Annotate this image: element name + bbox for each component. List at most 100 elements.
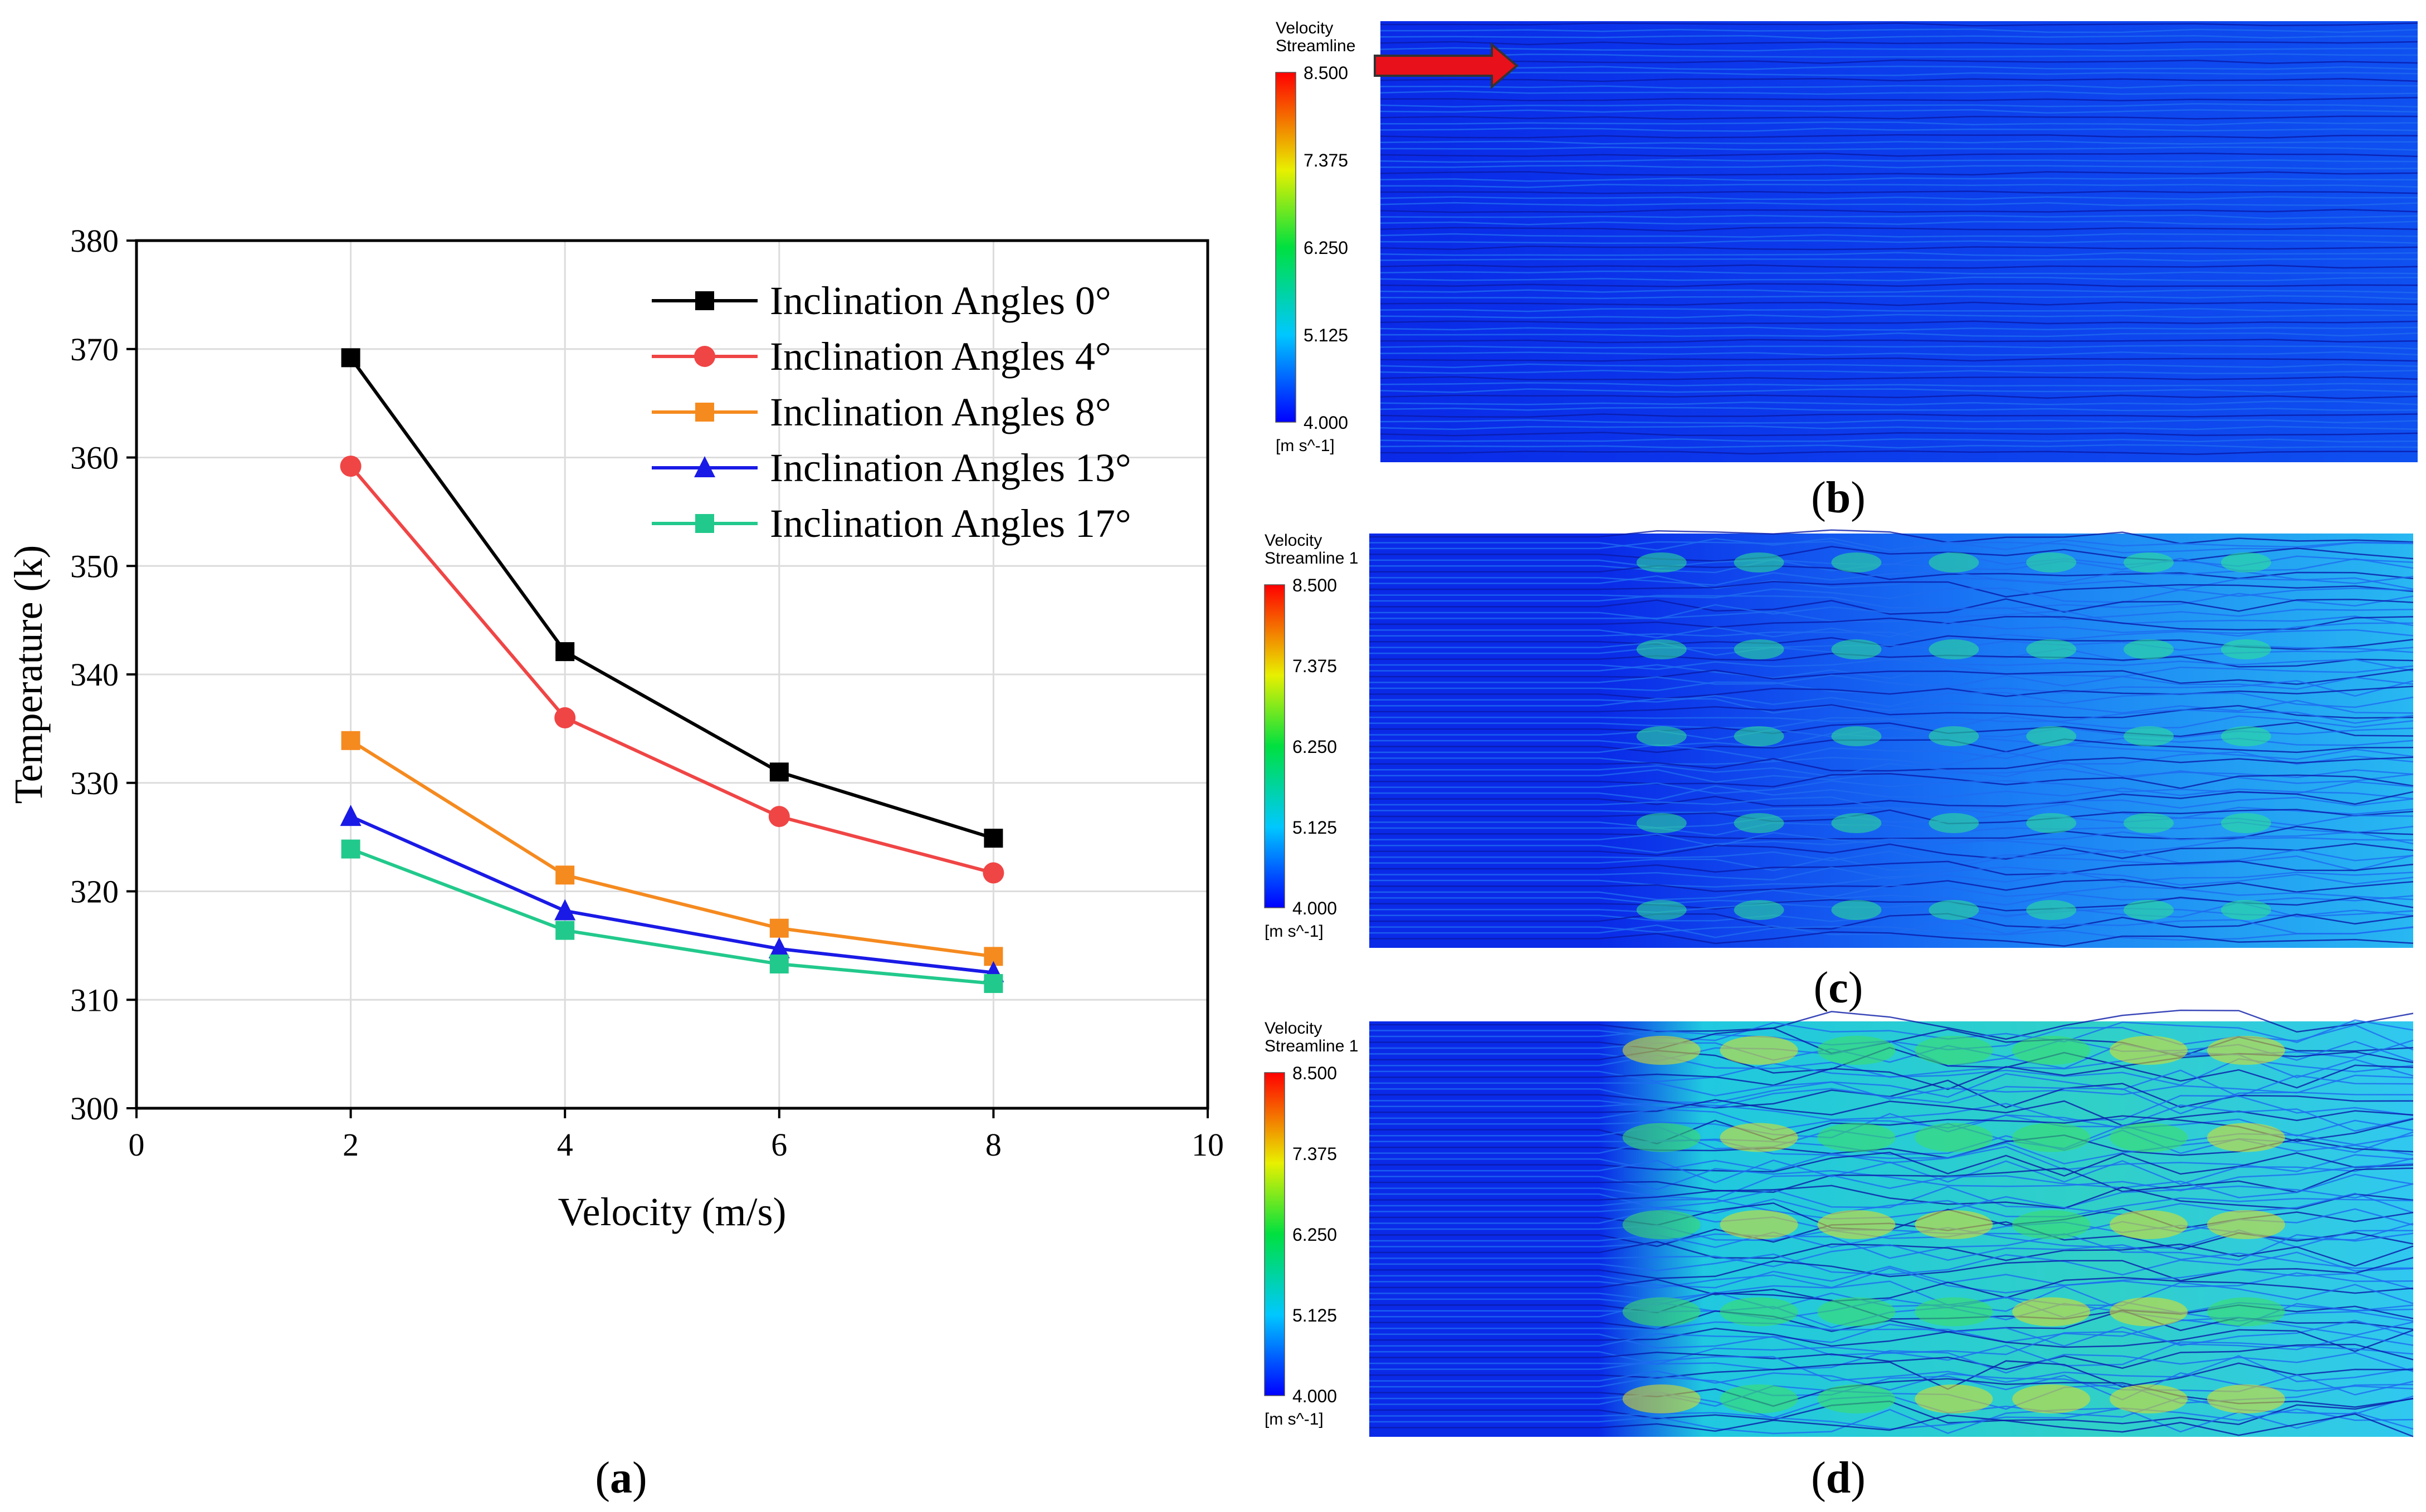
legend-title: Streamline 1 [1265, 1037, 1358, 1055]
streamline [1380, 400, 2418, 405]
series [340, 805, 1004, 982]
y-tick-label: 340 [70, 657, 119, 693]
streamline [1369, 913, 2414, 930]
streamline [1380, 450, 2418, 455]
streamline [1369, 1360, 2414, 1390]
velocity-hotspot [1622, 1210, 1701, 1239]
data-point [554, 707, 576, 728]
legend-label: Inclination Angles 0° [770, 278, 1111, 323]
series-line [349, 465, 994, 875]
y-tick-label: 300 [70, 1090, 119, 1127]
velocity-hotspot [1831, 813, 1882, 833]
data-point [984, 974, 1003, 994]
streamline [1380, 146, 2418, 151]
data-point [555, 642, 575, 662]
streamline [1380, 345, 2418, 350]
y-axis-label: Temperature (k) [6, 545, 51, 804]
streamline [1380, 369, 2418, 374]
streamline [1380, 301, 2418, 306]
data-point [769, 762, 789, 782]
streamline [1369, 924, 2414, 941]
velocity-hotspot [2124, 639, 2174, 659]
streamline [1369, 884, 2414, 901]
series-line [349, 356, 994, 840]
velocity-hotspot [1915, 1384, 1993, 1413]
streamline [1369, 785, 2414, 801]
streamline [1369, 698, 2414, 714]
velocity-hotspot [2124, 900, 2174, 920]
velocity-hotspot [2026, 726, 2077, 746]
streamline [1380, 202, 2418, 207]
legend-title: Velocity [1265, 1019, 1322, 1038]
colorbar-tick-label: 5.125 [1292, 1305, 1337, 1325]
streamline [1369, 1232, 2414, 1261]
streamline [1369, 529, 2414, 545]
streamline [1369, 843, 2414, 860]
velocity-hotspot [1720, 1210, 1798, 1239]
streamline [1380, 295, 2418, 300]
streamline [1369, 610, 2414, 627]
streamline [1369, 1069, 2414, 1098]
streamline [1380, 121, 2418, 126]
velocity-hotspot [1622, 1123, 1701, 1152]
streamline [1380, 72, 2418, 76]
streamline [1380, 102, 2418, 108]
streamline [1380, 358, 2418, 362]
velocity-hotspot [1720, 1297, 1798, 1327]
streamline [1369, 1276, 2414, 1302]
streamline [1369, 722, 2414, 737]
streamline [1380, 388, 2418, 393]
streamline [1369, 1319, 2414, 1349]
streamline [1380, 171, 2418, 176]
streamline [1369, 1328, 2414, 1352]
streamline [1369, 557, 2414, 574]
velocity-hotspot [1817, 1123, 1896, 1152]
inlet-arrow-icon [1374, 42, 1519, 90]
streamline [1380, 264, 2418, 269]
colorbar-tick-label: 4.000 [1292, 898, 1337, 918]
data-point [984, 829, 1003, 848]
data-point [341, 731, 360, 750]
streamline [1380, 276, 2418, 282]
streamline [1369, 598, 2414, 615]
colorbar-tick-label: 7.375 [1304, 150, 1348, 170]
data-point [555, 921, 575, 940]
velocity-hotspot [2110, 1384, 2188, 1413]
velocity-hotspot [2207, 1384, 2285, 1413]
x-tick-label: 0 [129, 1127, 145, 1163]
velocity-hotspot [1734, 639, 1784, 659]
panel-label: (c) [1814, 963, 1863, 1012]
streamline [1369, 1192, 2414, 1220]
streamline [1380, 35, 2418, 40]
velocity-hotspot [1817, 1210, 1896, 1239]
streamline [1380, 233, 2418, 238]
streamline [1380, 28, 2418, 33]
colorbar-tick-label: 7.375 [1292, 656, 1337, 676]
streamline [1380, 47, 2418, 52]
velocity-hotspot [1915, 1297, 1993, 1327]
velocity-hotspot [1720, 1384, 1798, 1413]
streamline [1380, 109, 2418, 114]
data-point [769, 954, 789, 973]
velocity-hotspot [1929, 639, 1979, 659]
velocity-hotspot [1817, 1036, 1896, 1065]
velocity-hotspot [2221, 639, 2271, 659]
streamline [1369, 1058, 2414, 1086]
velocity-hotspot [1734, 726, 1784, 746]
velocity-hotspots [1636, 552, 2271, 920]
colorbar-tick-label: 4.000 [1292, 1386, 1337, 1406]
streamline [1380, 283, 2418, 287]
streamline [1369, 1167, 2414, 1193]
colorbar-tick-label: 5.125 [1304, 325, 1348, 345]
streamline [1380, 65, 2418, 70]
velocity-hotspot [1929, 813, 1979, 833]
velocity-hotspot [2221, 813, 2271, 833]
data-point [694, 456, 715, 477]
velocity-hotspot [1720, 1036, 1798, 1065]
streamline [1380, 326, 2418, 331]
legend-title: Velocity [1276, 19, 1333, 37]
streamline [1380, 53, 2418, 58]
